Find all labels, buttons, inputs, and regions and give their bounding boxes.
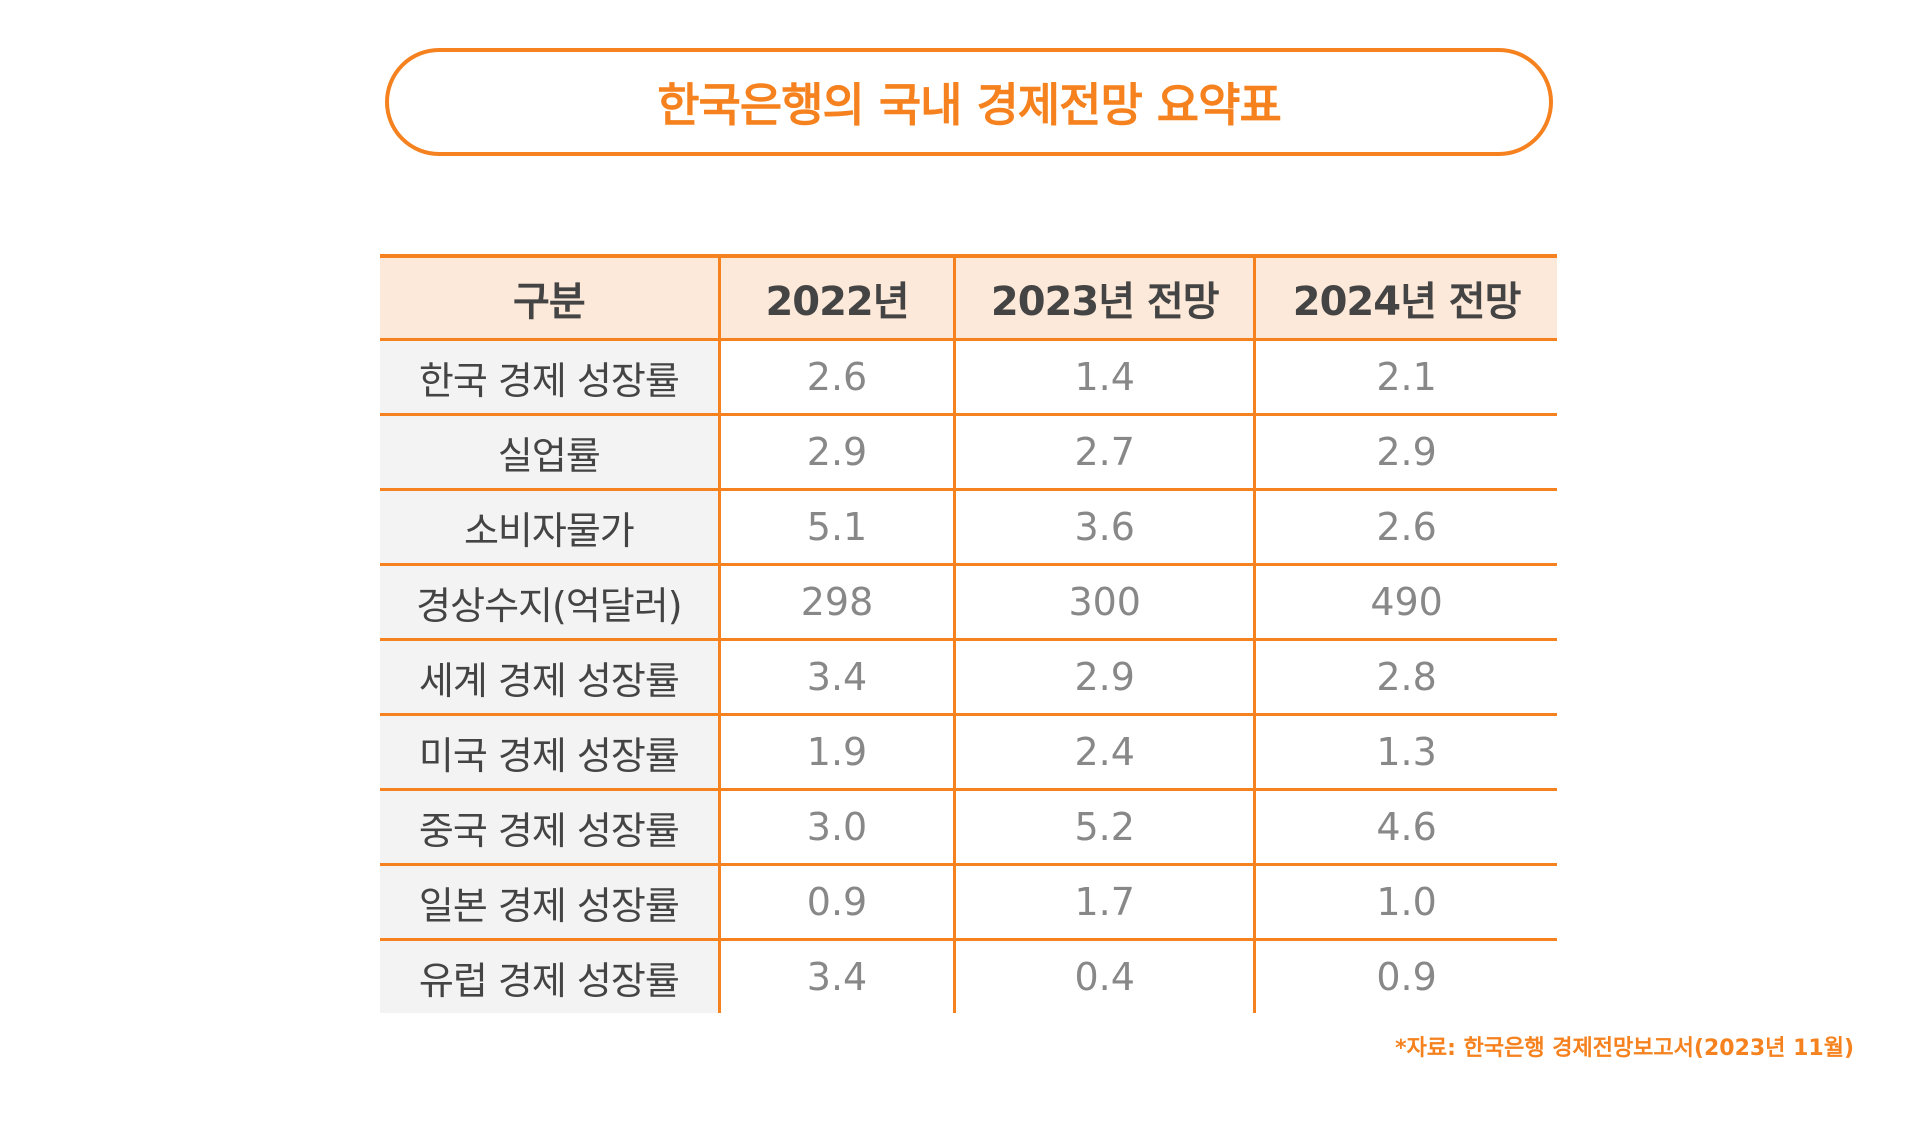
row-label: 경상수지(억달러) [380, 564, 720, 641]
table-row: 한국 경제 성장률 2.6 1.4 2.1 [380, 339, 1557, 416]
header-2022: 2022년 [717, 254, 955, 341]
table-row: 중국 경제 성장률 3.0 5.2 4.6 [380, 789, 1557, 866]
row-label: 일본 경제 성장률 [380, 864, 720, 941]
cell-2022: 3.4 [717, 939, 955, 1013]
cell-2024: 2.8 [1253, 639, 1557, 716]
cell-2024: 4.6 [1253, 789, 1557, 866]
cell-2024: 0.9 [1253, 939, 1557, 1013]
table-header-row: 구분 2022년 2023년 전망 2024년 전망 [380, 254, 1557, 341]
row-label: 소비자물가 [380, 489, 720, 566]
cell-2024: 2.9 [1253, 414, 1557, 491]
cell-2024: 1.3 [1253, 714, 1557, 791]
page-title: 한국은행의 국내 경제전망 요약표 [657, 78, 1282, 132]
cell-2022: 5.1 [717, 489, 955, 566]
row-label: 중국 경제 성장률 [380, 789, 720, 866]
cell-2022: 0.9 [717, 864, 955, 941]
cell-2023: 2.9 [953, 639, 1255, 716]
cell-2022: 3.0 [717, 789, 955, 866]
cell-2024: 2.1 [1253, 339, 1557, 416]
cell-2023: 2.7 [953, 414, 1255, 491]
cell-2022: 2.6 [717, 339, 955, 416]
cell-2024: 2.6 [1253, 489, 1557, 566]
header-2024-forecast: 2024년 전망 [1253, 254, 1557, 341]
header-2023-forecast: 2023년 전망 [953, 254, 1255, 341]
table-row: 일본 경제 성장률 0.9 1.7 1.0 [380, 864, 1557, 941]
row-label: 세계 경제 성장률 [380, 639, 720, 716]
cell-2023: 0.4 [953, 939, 1255, 1013]
title-banner: 한국은행의 국내 경제전망 요약표 [385, 48, 1553, 156]
cell-2022: 2.9 [717, 414, 955, 491]
row-label: 미국 경제 성장률 [380, 714, 720, 791]
cell-2023: 1.4 [953, 339, 1255, 416]
row-label: 유럽 경제 성장률 [380, 939, 720, 1013]
economic-outlook-table: 구분 2022년 2023년 전망 2024년 전망 한국 경제 성장률 2.6… [380, 254, 1557, 1013]
cell-2022: 1.9 [717, 714, 955, 791]
table-row: 실업률 2.9 2.7 2.9 [380, 414, 1557, 491]
cell-2023: 1.7 [953, 864, 1255, 941]
cell-2023: 5.2 [953, 789, 1255, 866]
cell-2023: 2.4 [953, 714, 1255, 791]
cell-2024: 490 [1253, 564, 1557, 641]
cell-2022: 3.4 [717, 639, 955, 716]
cell-2022: 298 [717, 564, 955, 641]
header-category: 구분 [380, 254, 720, 341]
cell-2024: 1.0 [1253, 864, 1557, 941]
table-row: 소비자물가 5.1 3.6 2.6 [380, 489, 1557, 566]
cell-2023: 3.6 [953, 489, 1255, 566]
table-row: 경상수지(억달러) 298 300 490 [380, 564, 1557, 641]
source-note: *자료: 한국은행 경제전망보고서(2023년 11월) [1395, 1036, 1854, 1061]
row-label: 실업률 [380, 414, 720, 491]
table-row: 세계 경제 성장률 3.4 2.9 2.8 [380, 639, 1557, 716]
cell-2023: 300 [953, 564, 1255, 641]
row-label: 한국 경제 성장률 [380, 339, 720, 416]
table-row: 유럽 경제 성장률 3.4 0.4 0.9 [380, 939, 1557, 1013]
table-row: 미국 경제 성장률 1.9 2.4 1.3 [380, 714, 1557, 791]
